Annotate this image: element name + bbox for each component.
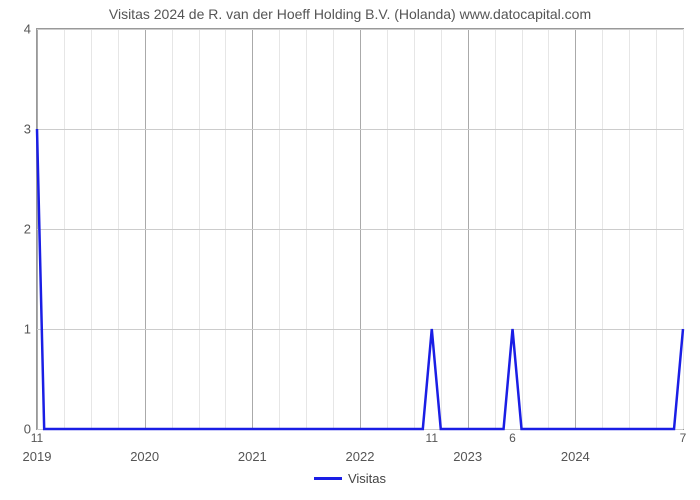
x-tick-label: 2020	[130, 445, 159, 464]
x-tick-label: 2021	[238, 445, 267, 464]
series-line	[37, 29, 683, 429]
x-tick-label: 2023	[453, 445, 482, 464]
plot-area: 20192020202120222023202401234111167	[36, 28, 684, 430]
x-tick-label: 2019	[23, 445, 52, 464]
y-tick-label: 3	[24, 122, 37, 137]
series-data-label: 11	[31, 429, 43, 445]
chart-container: Visitas 2024 de R. van der Hoeff Holding…	[0, 0, 700, 500]
series-data-label: 11	[426, 429, 438, 445]
legend-label: Visitas	[348, 471, 386, 486]
y-tick-label: 2	[24, 222, 37, 237]
legend: Visitas	[0, 471, 700, 486]
legend-swatch	[314, 477, 342, 480]
series-data-label: 6	[509, 429, 516, 445]
series-data-label: 7	[680, 429, 687, 445]
x-tick-label: 2022	[346, 445, 375, 464]
y-tick-label: 1	[24, 322, 37, 337]
grid-minor-v	[683, 29, 684, 429]
y-tick-label: 4	[24, 22, 37, 37]
chart-title: Visitas 2024 de R. van der Hoeff Holding…	[0, 6, 700, 22]
x-tick-label: 2024	[561, 445, 590, 464]
